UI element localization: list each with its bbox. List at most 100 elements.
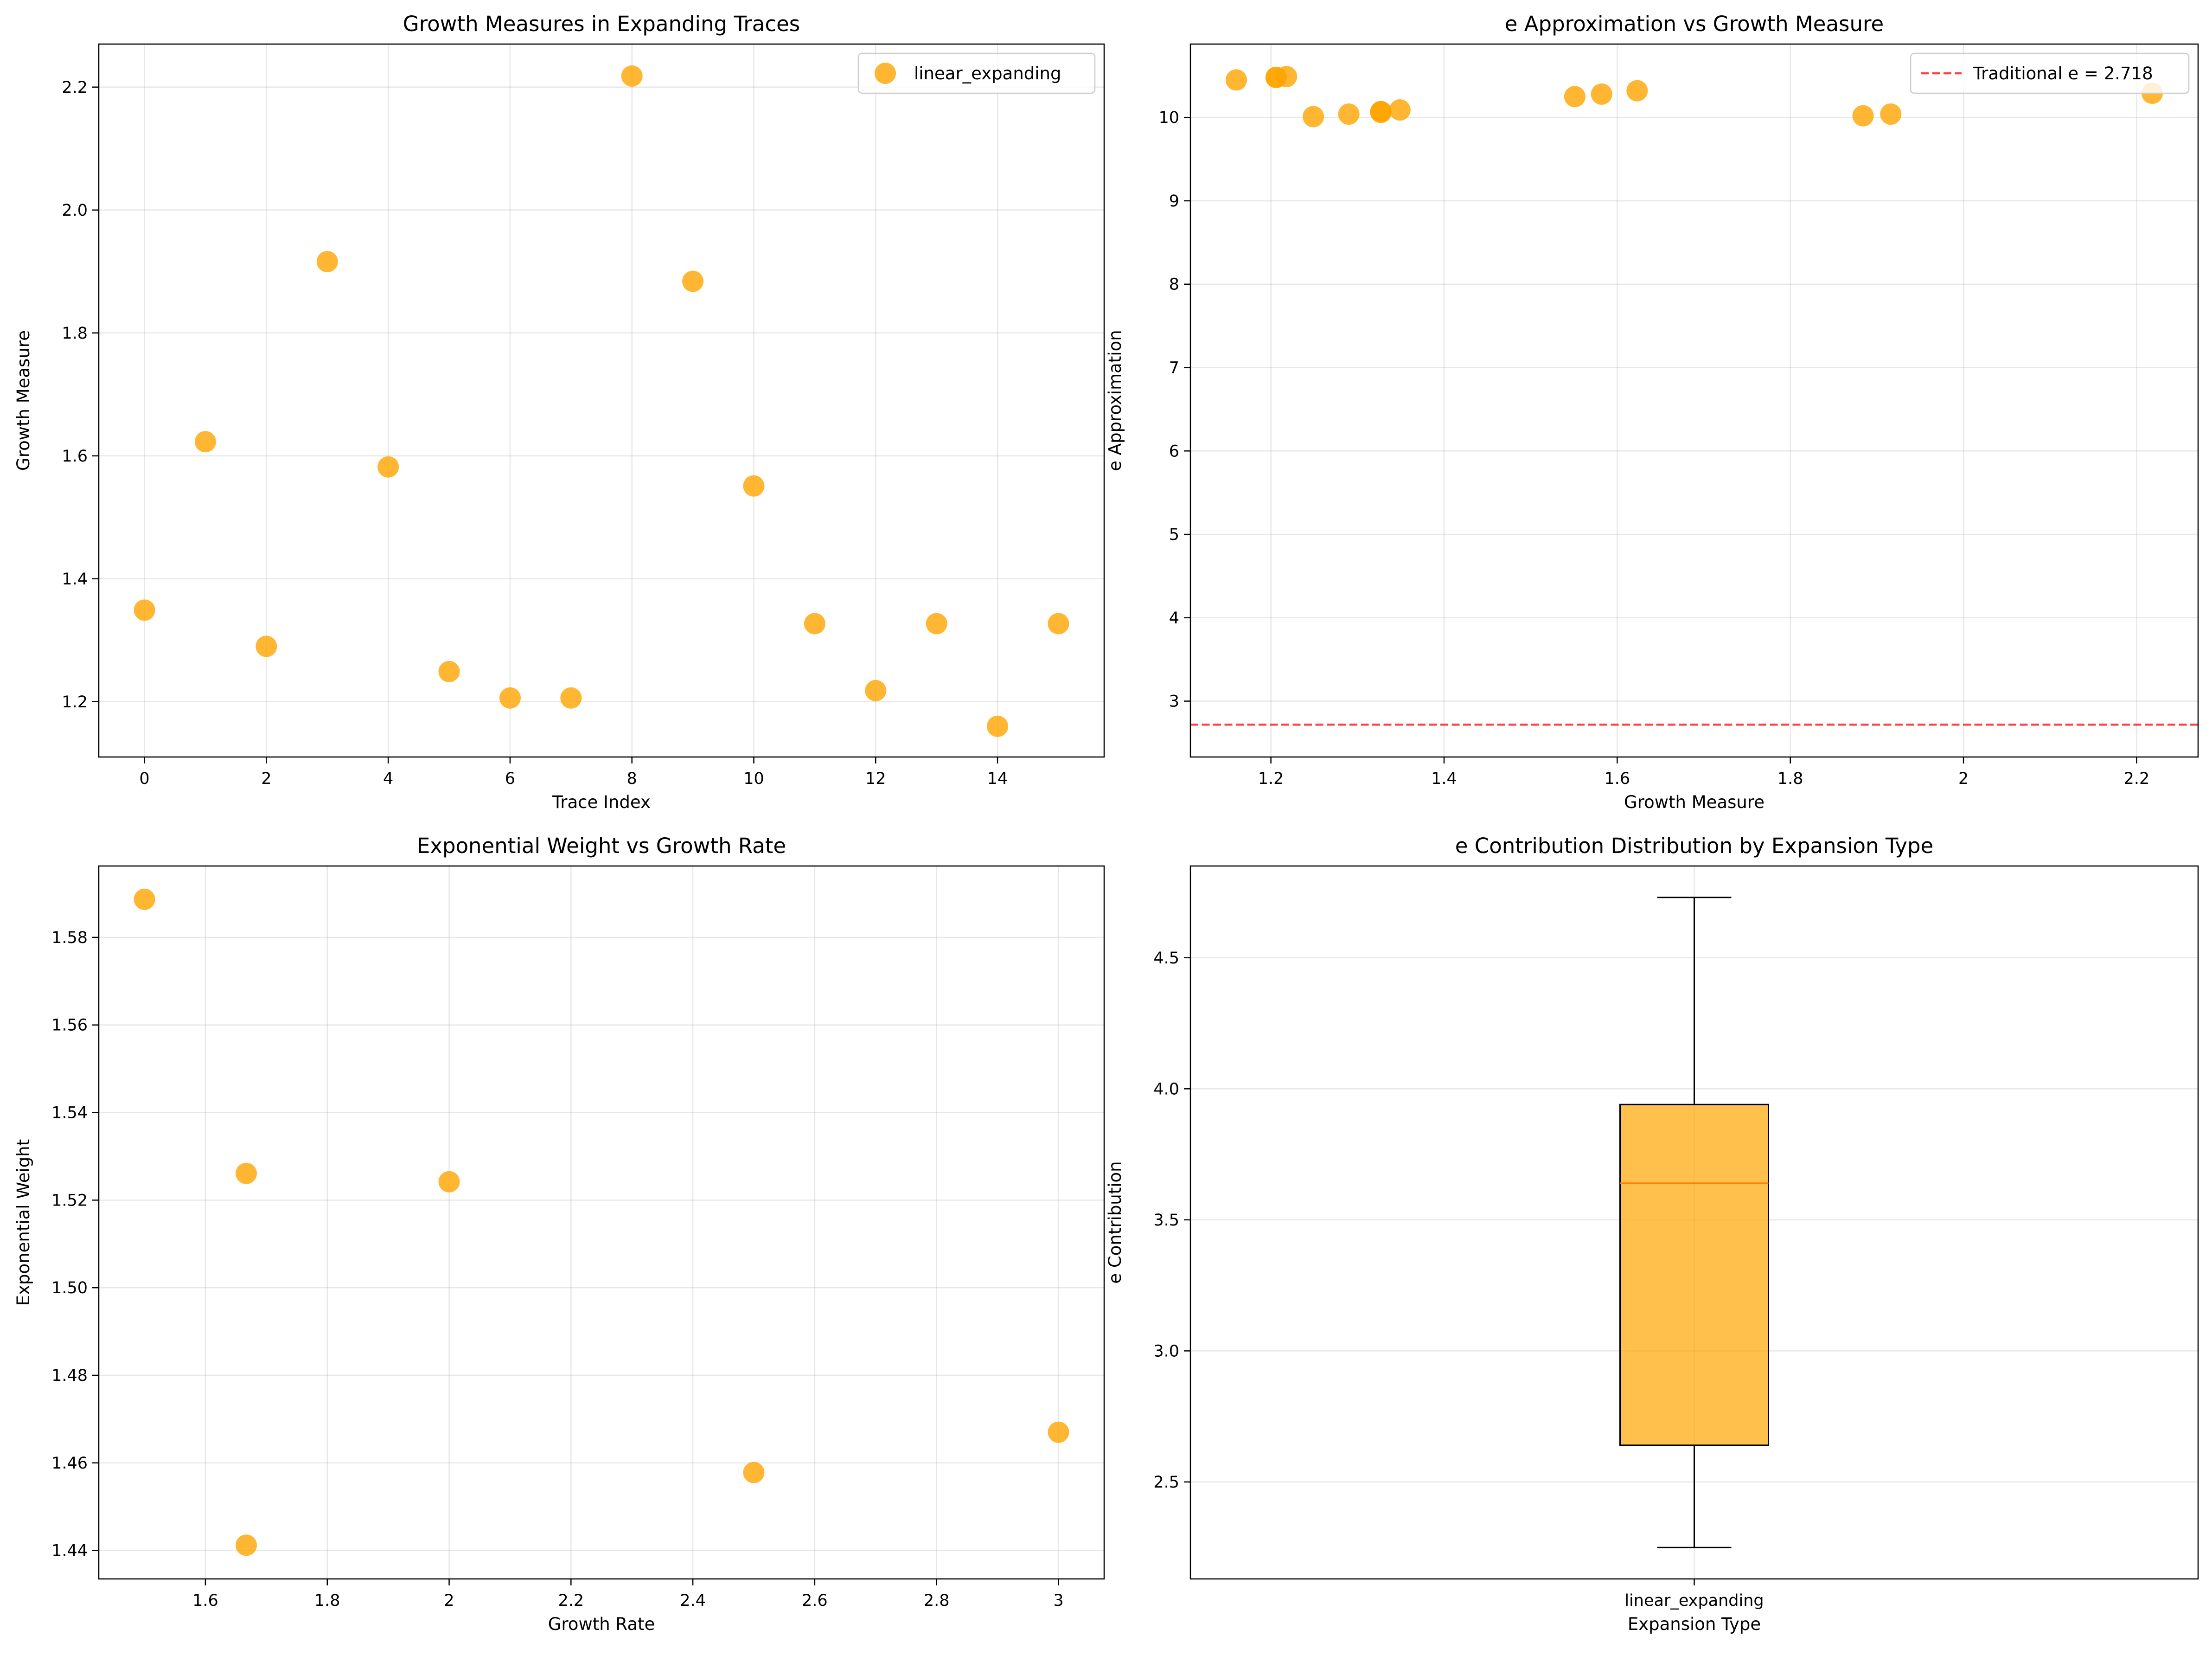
data-point [682, 270, 704, 292]
y-axis-label: e Contribution [1105, 1161, 1125, 1283]
x-tick-label: 10 [743, 770, 764, 788]
y-tick-label: 2.5 [1153, 1473, 1179, 1492]
data-point [256, 635, 277, 657]
y-tick-label: 4 [1169, 609, 1179, 628]
subplot-4: linear_expanding 2.5 3.0 3.5 4.0 4.5 e Contrib… [1105, 834, 2199, 1634]
x-tick-label: 14 [987, 770, 1008, 788]
data-point [1048, 1421, 1069, 1443]
data-point [499, 687, 521, 709]
y-tick-label: 1.58 [51, 929, 88, 947]
axes-frame [98, 865, 1105, 1580]
legend-marker [875, 63, 896, 84]
x-tick-label: 12 [865, 770, 886, 788]
y-tick-label: 3.0 [1153, 1342, 1179, 1360]
axes-frame [1189, 43, 2199, 758]
y-tick-label: 1.52 [51, 1191, 88, 1210]
x-tick-label: 1.6 [1605, 770, 1630, 788]
data-point [438, 661, 460, 682]
y-tick-label: 3 [1169, 693, 1179, 711]
x-axis-label: Growth Measure [1624, 792, 1764, 812]
data-point [377, 456, 399, 478]
x-tick-label: 2 [444, 1591, 454, 1610]
y-tick-label: 3.5 [1153, 1211, 1179, 1230]
x-tick-label: 8 [627, 770, 637, 788]
data-point [134, 888, 155, 910]
data-point [621, 65, 643, 87]
subplot-title: Exponential Weight vs Growth Rate [417, 834, 786, 858]
data-point [134, 599, 155, 621]
y-tick-label: 1.44 [51, 1542, 88, 1560]
x-tick-label: 2.4 [680, 1591, 706, 1610]
data-point [316, 251, 338, 273]
x-tick-label: 2 [261, 770, 271, 788]
x-tick-label: 0 [139, 770, 149, 788]
x-axis-label: Growth Rate [548, 1614, 655, 1634]
data-point [743, 475, 765, 497]
data-point [438, 1171, 460, 1193]
data-point [560, 687, 582, 709]
data-point [235, 1162, 257, 1184]
x-tick-label: 2.6 [802, 1591, 828, 1610]
legend [857, 52, 1096, 94]
x-tick-label: 4 [383, 770, 393, 788]
data-point [1564, 86, 1585, 108]
data-point [865, 680, 887, 701]
data-point [1338, 103, 1360, 125]
x-axis-label: Trace Index [552, 792, 651, 812]
data-point [1225, 69, 1247, 91]
y-tick-label: 1.6 [62, 447, 88, 466]
y-tick-label: 1.54 [51, 1104, 88, 1123]
x-tick-label: 1.4 [1431, 770, 1457, 788]
y-axis-label: e Approximation [1105, 330, 1125, 471]
subplot-2: 1.2 1.4 1.6 1.8 2 2.2 3 4 5 6 7 8 9 10 e Approximation… [1105, 12, 2199, 812]
y-tick-label: 1.46 [51, 1454, 88, 1473]
y-tick-label: 2.2 [62, 78, 88, 97]
subplot-title: e Contribution Distribution by Expansion… [1455, 834, 1933, 858]
x-tick-label: 1.2 [1258, 770, 1284, 788]
y-tick-label: 6 [1169, 442, 1179, 461]
y-tick-label: 1.50 [51, 1279, 88, 1297]
data-point [1048, 613, 1069, 635]
data-point [926, 613, 947, 635]
x-tick-label: 1.8 [1777, 770, 1803, 788]
legend [1910, 52, 2190, 94]
subplot-1: 0 2 4 6 8 10 12 14 1.2 1.4 1.6 1.8 2.0 2.2 Growth Meas… [13, 12, 1105, 812]
data-point [1276, 66, 1298, 88]
x-tick-label: 2.2 [558, 1591, 584, 1610]
y-tick-label: 9 [1169, 192, 1179, 211]
subplot-title: e Approximation vs Growth Measure [1505, 12, 1884, 36]
x-tick-label: 2.8 [924, 1591, 950, 1610]
x-tick-label: 1.6 [192, 1591, 218, 1610]
data-point [1880, 103, 1902, 125]
data-point [235, 1534, 257, 1556]
x-tick-label: 6 [505, 770, 515, 788]
x-tick-label: 1.8 [314, 1591, 340, 1610]
subplot-title: Growth Measures in Expanding Traces [403, 12, 800, 36]
y-axis-label: Exponential Weight [13, 1139, 33, 1306]
subplot-3: 1.6 1.8 2 2.2 2.4 2.6 2.8 3 1.44 1.46 1.48 1.50 1.52… [13, 834, 1105, 1634]
x-tick-label: 2.2 [2124, 770, 2150, 788]
y-tick-label: 4.0 [1153, 1080, 1179, 1098]
data-point [1626, 80, 1648, 102]
data-point [194, 431, 216, 453]
data-point [1852, 105, 1874, 127]
y-tick-label: 5 [1169, 526, 1179, 544]
data-point [987, 715, 1009, 737]
data-point [743, 1462, 765, 1483]
y-tick-label: 1.48 [51, 1366, 88, 1385]
y-tick-label: 7 [1169, 359, 1179, 377]
legend-label: Traditional e = 2.718 [1973, 64, 2153, 83]
y-tick-label: 10 [1158, 109, 1179, 127]
data-point [1591, 83, 1612, 105]
y-axis-label: Growth Measure [13, 330, 33, 471]
y-tick-label: 1.2 [62, 693, 88, 712]
x-tick-label: 2 [1958, 770, 1969, 788]
axes-frame [98, 43, 1105, 758]
legend-label: linear_expanding [914, 64, 1061, 83]
y-tick-label: 4.5 [1153, 949, 1179, 968]
y-tick-label: 8 [1169, 276, 1179, 294]
box-iqr [1619, 1103, 1769, 1446]
x-tick-label: linear_expanding [1624, 1591, 1764, 1610]
x-axis-label: Expansion Type [1628, 1614, 1761, 1634]
data-point [1370, 101, 1392, 122]
